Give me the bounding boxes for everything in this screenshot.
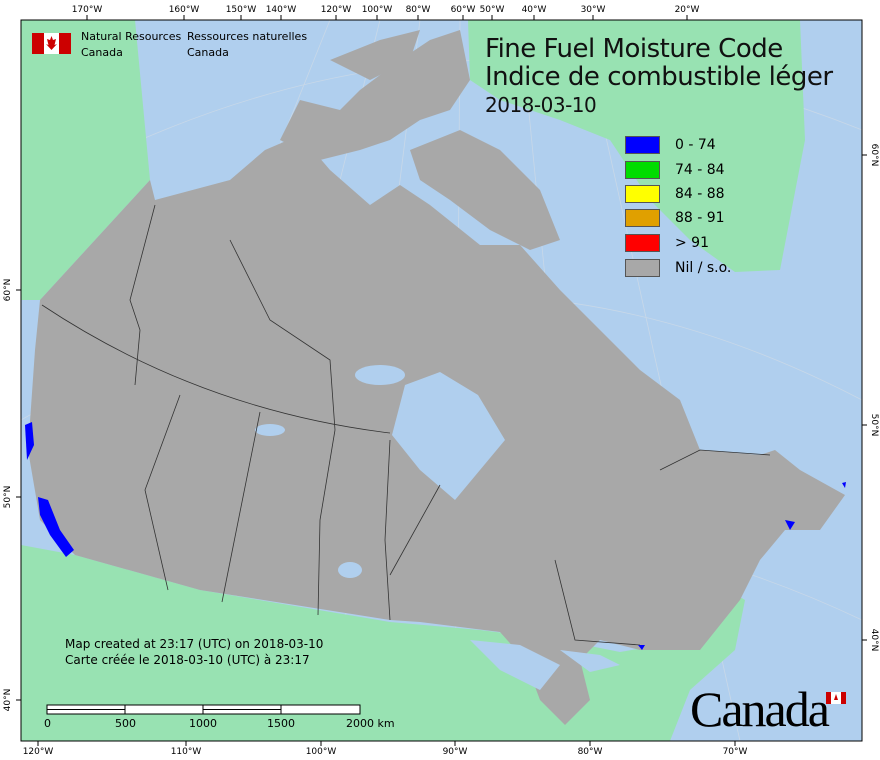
- title-fr: Indice de combustible léger: [485, 62, 833, 92]
- left-tick-label: 40°N: [3, 689, 13, 712]
- scale-label: 0: [44, 717, 51, 730]
- canada-wordmark: Canada: [690, 681, 830, 737]
- top-tick-label: 140°W: [266, 5, 297, 15]
- created-note-en: Map created at 23:17 (UTC) on 2018-03-10: [65, 637, 324, 651]
- title-en: Fine Fuel Moisture Code: [485, 34, 783, 64]
- scale-label: 2000 km: [346, 717, 395, 730]
- bottom-tick-label: 70°W: [723, 747, 748, 757]
- top-tick-label: 100°W: [362, 5, 393, 15]
- right-tick-label: 60°N: [869, 144, 879, 167]
- right-tick-label: 40°N: [869, 629, 879, 652]
- map-title: Fine Fuel Moisture Code Indice de combus…: [485, 35, 833, 119]
- top-tick-label: 120°W: [321, 5, 352, 15]
- scale-label: 1000: [189, 717, 217, 730]
- scale-label: 500: [115, 717, 136, 730]
- legend-swatch: [625, 209, 660, 227]
- legend-swatch: [625, 136, 660, 154]
- canada-flag-logo: [32, 33, 71, 54]
- legend-item: 84 - 88: [625, 185, 725, 203]
- created-note-fr: Carte créée le 2018-03-10 (UTC) à 23:17: [65, 653, 310, 667]
- right-tick-label: 50°N: [869, 414, 879, 437]
- legend-swatch: [625, 234, 660, 252]
- department-fr-line1: Ressources naturelles: [187, 30, 308, 43]
- axis-ticks: 170°W 160°W 150°W 140°W 120°W 100°W 80°W 60°W 50…: [3, 5, 879, 757]
- left-tick-label: 60°N: [3, 279, 13, 302]
- provincial-borders: [41, 204, 771, 646]
- bottom-tick-label: 100°W: [306, 747, 337, 757]
- bottom-tick-label: 110°W: [171, 747, 202, 757]
- wordmark-flag: [826, 692, 846, 704]
- legend-item: 88 - 91: [625, 209, 725, 227]
- legend-item: 0 - 74: [625, 136, 716, 154]
- department-name-fr: Ressources naturelles Canada: [187, 29, 307, 61]
- alaska-land: [21, 20, 150, 300]
- department-name-en: Natural Resources Canada: [81, 29, 181, 61]
- map-frame: [20, 19, 863, 742]
- top-tick-label: 80°W: [406, 5, 431, 15]
- bottom-tick-label: 90°W: [443, 747, 468, 757]
- bottom-tick-label: 80°W: [578, 747, 603, 757]
- legend-label: 84 - 88: [675, 186, 725, 202]
- legend-swatch: [625, 161, 660, 179]
- top-tick-label: 30°W: [581, 5, 606, 15]
- legend-label: > 91: [675, 235, 709, 251]
- legend-swatch: [625, 259, 660, 277]
- department-fr-line2: Canada: [187, 46, 229, 59]
- legend-label: Nil / s.o.: [675, 260, 732, 276]
- scale-bar: [46, 704, 361, 715]
- top-tick-label: 160°W: [169, 5, 200, 15]
- top-tick-label: 60°W: [451, 5, 476, 15]
- top-tick-label: 20°W: [675, 5, 700, 15]
- title-date: 2018-03-10: [485, 93, 597, 117]
- creation-notes: Map created at 23:17 (UTC) on 2018-03-10…: [65, 636, 323, 668]
- legend-label: 74 - 84: [675, 162, 725, 178]
- ffmc-low-patches: [25, 422, 846, 650]
- bottom-tick-label: 120°W: [23, 747, 54, 757]
- legend-item: 74 - 84: [625, 161, 725, 179]
- top-tick-label: 40°W: [522, 5, 547, 15]
- lakes: [255, 365, 620, 690]
- top-tick-label: 50°W: [480, 5, 505, 15]
- arctic-islands: [230, 30, 560, 250]
- left-tick-label: 50°N: [3, 486, 13, 509]
- legend-swatch: [625, 185, 660, 203]
- hudson-bay: [392, 372, 505, 500]
- top-tick-label: 170°W: [72, 5, 103, 15]
- top-tick-label: 150°W: [226, 5, 257, 15]
- legend-label: 0 - 74: [675, 137, 716, 153]
- legend-item: Nil / s.o.: [625, 259, 731, 277]
- legend-label: 88 - 91: [675, 210, 725, 226]
- department-en-line1: Natural Resources: [81, 30, 182, 43]
- department-en-line2: Canada: [81, 46, 123, 59]
- scale-label: 1500: [267, 717, 295, 730]
- legend-item: > 91: [625, 234, 709, 252]
